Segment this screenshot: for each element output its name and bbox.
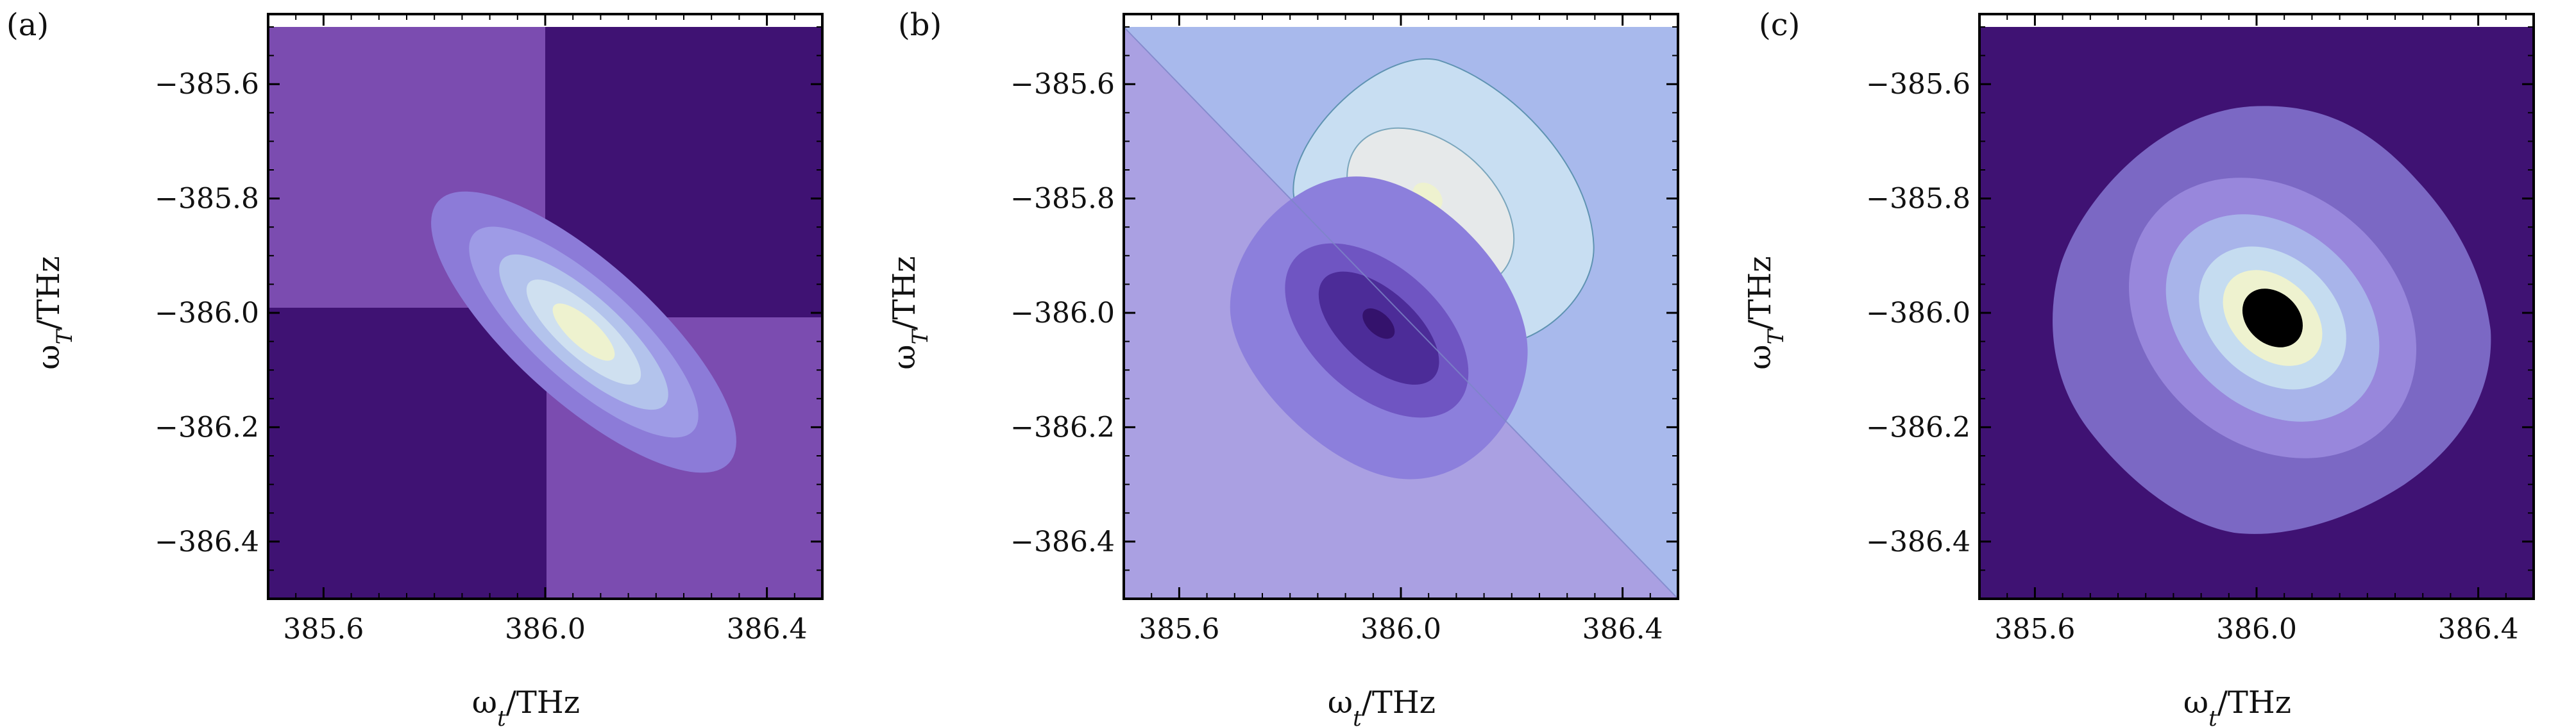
- y-tick-label: −386.4: [155, 526, 259, 558]
- x-tick-label: 386.0: [1360, 613, 1441, 646]
- panel-b: (b) −385.6 −385.8 −386.0 −386.2 −386.4 385.6…: [886, 7, 1679, 727]
- y-tick-label: −385.6: [155, 68, 259, 101]
- panel-c: (c) −385.6 −385.8 −386.0 −386.2 −386.4 385.6…: [1742, 7, 2535, 727]
- panel-a-x-ticks: 385.6 386.0 386.4: [267, 14, 823, 646]
- panel-b-negative-level-4: [1362, 308, 1395, 339]
- panel-b-x-axis-label: ωt/THz: [1328, 685, 1436, 727]
- panel-a-dark-region-bottom-left: [268, 308, 547, 599]
- y-tick-label: −385.8: [1866, 183, 1970, 215]
- panel-b-label: (b): [898, 7, 942, 43]
- panel-a-contours: [431, 191, 736, 473]
- y-tick-label: −386.2: [1866, 411, 1970, 444]
- panel-c-label: (c): [1759, 7, 1800, 43]
- y-tick-label: −386.4: [1010, 526, 1115, 558]
- panel-a-level-5: [552, 303, 615, 361]
- panel-b-x-ticks: 385.6 386.0 386.4: [1123, 14, 1679, 646]
- y-tick-label: −386.2: [155, 411, 259, 444]
- panel-a-y-axis-label: ωT/THz: [31, 256, 78, 369]
- y-tick-label: −386.2: [1010, 411, 1115, 444]
- panel-a-label: (a): [6, 7, 49, 43]
- x-tick-label: 386.4: [2438, 613, 2519, 646]
- x-tick-label: 386.0: [2216, 613, 2297, 646]
- x-tick-label: 385.6: [1139, 613, 1219, 646]
- panel-c-y-ticks: −385.6 −385.8 −386.0 −386.2 −386.4: [1866, 26, 2534, 599]
- x-tick-label: 386.0: [505, 613, 586, 646]
- panel-b-plot: [1124, 27, 1678, 599]
- panel-b-negative-lobe: [1230, 176, 1528, 480]
- panel-c-plot: [1979, 27, 2534, 599]
- panel-b-y-axis-label: ωT/THz: [886, 256, 933, 369]
- y-tick-label: −386.0: [1866, 297, 1970, 330]
- panel-a-y-ticks: −385.6 −385.8 −386.0 −386.2 −386.4: [155, 26, 822, 599]
- x-tick-label: 385.6: [283, 613, 364, 646]
- panel-b-y-ticks: −385.6 −385.8 −386.0 −386.2 −386.4: [1010, 26, 1678, 599]
- x-tick-label: 385.6: [1994, 613, 2075, 646]
- y-tick-label: −386.4: [1866, 526, 1970, 558]
- panel-c-y-axis-label: ωT/THz: [1742, 256, 1789, 369]
- panel-a: (a) −385.6 −385.8 −386.0 −386.2 −386.4 385.6…: [6, 7, 824, 727]
- y-tick-label: −385.8: [155, 183, 259, 215]
- panel-a-plot: [268, 27, 822, 599]
- x-tick-label: 386.4: [1582, 613, 1663, 646]
- y-tick-label: −385.8: [1010, 183, 1115, 215]
- x-tick-label: 386.4: [727, 613, 808, 646]
- panel-b-zero-line: [1124, 27, 1678, 599]
- panel-c-level-6: [2242, 288, 2303, 347]
- panel-c-contours: [2053, 106, 2491, 534]
- panel-a-dark-region-top-right: [545, 27, 822, 317]
- panel-a-x-axis-label: ωt/THz: [472, 685, 580, 727]
- y-tick-label: −385.6: [1866, 68, 1970, 101]
- y-tick-label: −385.6: [1010, 68, 1115, 101]
- panel-c-x-ticks: 385.6 386.0 386.4: [1979, 14, 2534, 646]
- y-tick-label: −386.0: [1010, 297, 1115, 330]
- panel-c-x-axis-label: ωt/THz: [2183, 685, 2291, 727]
- y-tick-label: −386.0: [155, 297, 259, 330]
